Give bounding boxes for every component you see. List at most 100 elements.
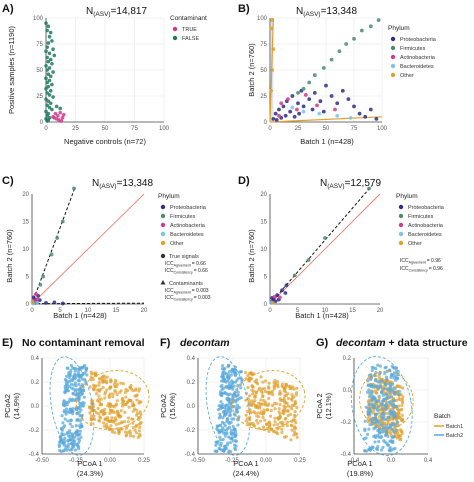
point-proteobacteria — [307, 97, 312, 102]
panel-b-legend-swatch-bacteroidetes — [390, 63, 396, 69]
point-other — [270, 301, 275, 305]
panel-g-point-batch2 — [395, 369, 399, 373]
icc-true-agreement: ICCAgreement= 0.66 — [165, 261, 206, 268]
point-false — [50, 39, 54, 43]
panel-g-point-batch1 — [398, 433, 403, 438]
panel-g-point-batch2 — [383, 371, 387, 376]
panel-g-point-batch1 — [389, 431, 393, 435]
point-actinobacteria — [279, 101, 284, 106]
point-false — [48, 101, 53, 106]
panel-g-point-batch2 — [381, 399, 385, 403]
panel-f-point-batch2 — [236, 390, 240, 394]
panel-g-point-batch2 — [366, 411, 370, 415]
panel-g-point-batch2 — [382, 439, 386, 443]
panel-f-point-batch2 — [227, 435, 231, 439]
point-false — [51, 70, 55, 74]
point-proteobacteria — [283, 113, 288, 118]
panel-g-point-batch2 — [388, 387, 392, 391]
panel-f-point-batch1 — [295, 435, 299, 440]
panel-f-point-batch1 — [282, 435, 287, 439]
panel-e-point-batch1 — [91, 377, 95, 382]
panel-f-point-batch2 — [236, 423, 240, 427]
point-false — [50, 82, 54, 87]
point-bacteroidetes — [290, 105, 295, 110]
panel-f-point-batch2 — [236, 397, 240, 402]
panel-g-point-batch2 — [373, 440, 377, 444]
panel-e-point-batch2 — [72, 444, 76, 449]
panel-d-plot: 0 5 10 15 20 0 5 10 15 20 — [260, 185, 384, 314]
panel-c-ytick-label: 20 — [22, 192, 29, 198]
legend-batch1-label: Batch1 — [446, 424, 463, 430]
panel-e-point-batch2 — [69, 363, 74, 368]
panel-e-point-batch1 — [108, 402, 112, 406]
panel-g-ytick-label: -0.4 — [341, 452, 352, 458]
panel-f-point-batch2 — [229, 373, 233, 377]
panel-f-point-batch2 — [234, 371, 238, 376]
panel-g-point-batch2 — [391, 382, 395, 386]
panel-e-ylabel: PCoA2 — [3, 394, 12, 418]
panel-g-point-batch2 — [378, 383, 382, 387]
panel-f-point-batch2 — [239, 386, 243, 390]
panel-f-point-batch1 — [290, 392, 294, 397]
point-proteobacteria — [290, 94, 295, 98]
point-firmicutes — [41, 274, 46, 279]
icc-contam-agreement: ICCAgreement= 0.003 — [165, 288, 209, 295]
icc-true-consistency: ICCConsistency= 0.66 — [165, 268, 208, 275]
panel-e-point-batch2 — [77, 407, 81, 411]
panel-e-point-batch2 — [69, 437, 73, 441]
panel-e-point-batch1 — [97, 383, 101, 387]
panel-f-point-batch1 — [293, 426, 298, 430]
panel-f-ellipse-batch2 — [205, 356, 251, 456]
panel-e-point-batch2 — [73, 376, 77, 381]
panel-f-point-batch2 — [226, 393, 230, 397]
panel-g-point-batch2 — [384, 423, 389, 427]
panel-e-point-batch1 — [108, 411, 112, 415]
panel-g-point-batch2 — [389, 448, 393, 452]
panel-c-legend-swatch-actinobacteria — [160, 222, 166, 228]
panel-f-point-batch2 — [232, 443, 237, 447]
panel-d-ytick-label: 10 — [260, 247, 267, 253]
panel-f-point-batch1 — [285, 423, 289, 428]
panel-f-point-batch1 — [272, 387, 276, 391]
panel-e-title: No contaminant removal — [22, 337, 145, 349]
point-false — [45, 91, 49, 95]
panel-e-point-batch1 — [131, 426, 135, 430]
panel-g-point-batch2 — [374, 399, 378, 403]
panel-e-point-batch1 — [103, 377, 107, 381]
panel-e-point-batch2 — [66, 419, 70, 423]
panel-g-point-batch1 — [397, 397, 401, 401]
panel-g-point-batch2 — [376, 433, 380, 437]
point-false — [46, 84, 51, 89]
panel-g-point-batch1 — [386, 404, 391, 409]
panel-e-point-batch1 — [114, 422, 119, 427]
panel-f-point-batch1 — [286, 409, 290, 413]
panel-g-point-batch2 — [383, 366, 387, 370]
panel-e-point-batch1 — [90, 399, 94, 403]
panel-g-point-batch2 — [382, 386, 387, 391]
panel-a-ytick-label: 25 — [36, 94, 43, 100]
panel-g-point-batch2 — [380, 423, 384, 427]
point-proteobacteria — [292, 114, 297, 119]
panel-f-point-batch1 — [256, 421, 260, 425]
panel-f-point-batch1 — [269, 414, 273, 418]
panel-b-legend-swatch-actinobacteria — [390, 54, 396, 60]
panel-b-legend-title: Phylum — [388, 25, 410, 32]
panel-e-point-batch1 — [138, 412, 142, 416]
panel-e-point-batch1 — [138, 415, 142, 420]
point-false — [45, 103, 49, 108]
panel-f-point-batch1 — [270, 391, 274, 395]
panel-e-point-batch1 — [117, 422, 121, 426]
panel-e-point-batch1 — [133, 428, 137, 432]
panel-d-xtick-label: 20 — [377, 308, 384, 314]
panel-f-point-batch1 — [267, 390, 271, 394]
panel-g-point-batch2 — [371, 416, 375, 420]
point-actinobacteria — [333, 107, 337, 112]
point-false — [44, 86, 48, 91]
panel-e-xlabel: PCoA 1 — [77, 459, 102, 468]
panel-f-point-batch2 — [220, 387, 224, 392]
point-actinobacteria — [272, 294, 277, 299]
panel-g-point-batch2 — [389, 439, 394, 443]
panel-f-point-batch2 — [232, 417, 236, 421]
panel-g-point-batch2 — [369, 402, 374, 406]
panel-g-point-batch1 — [377, 411, 382, 415]
